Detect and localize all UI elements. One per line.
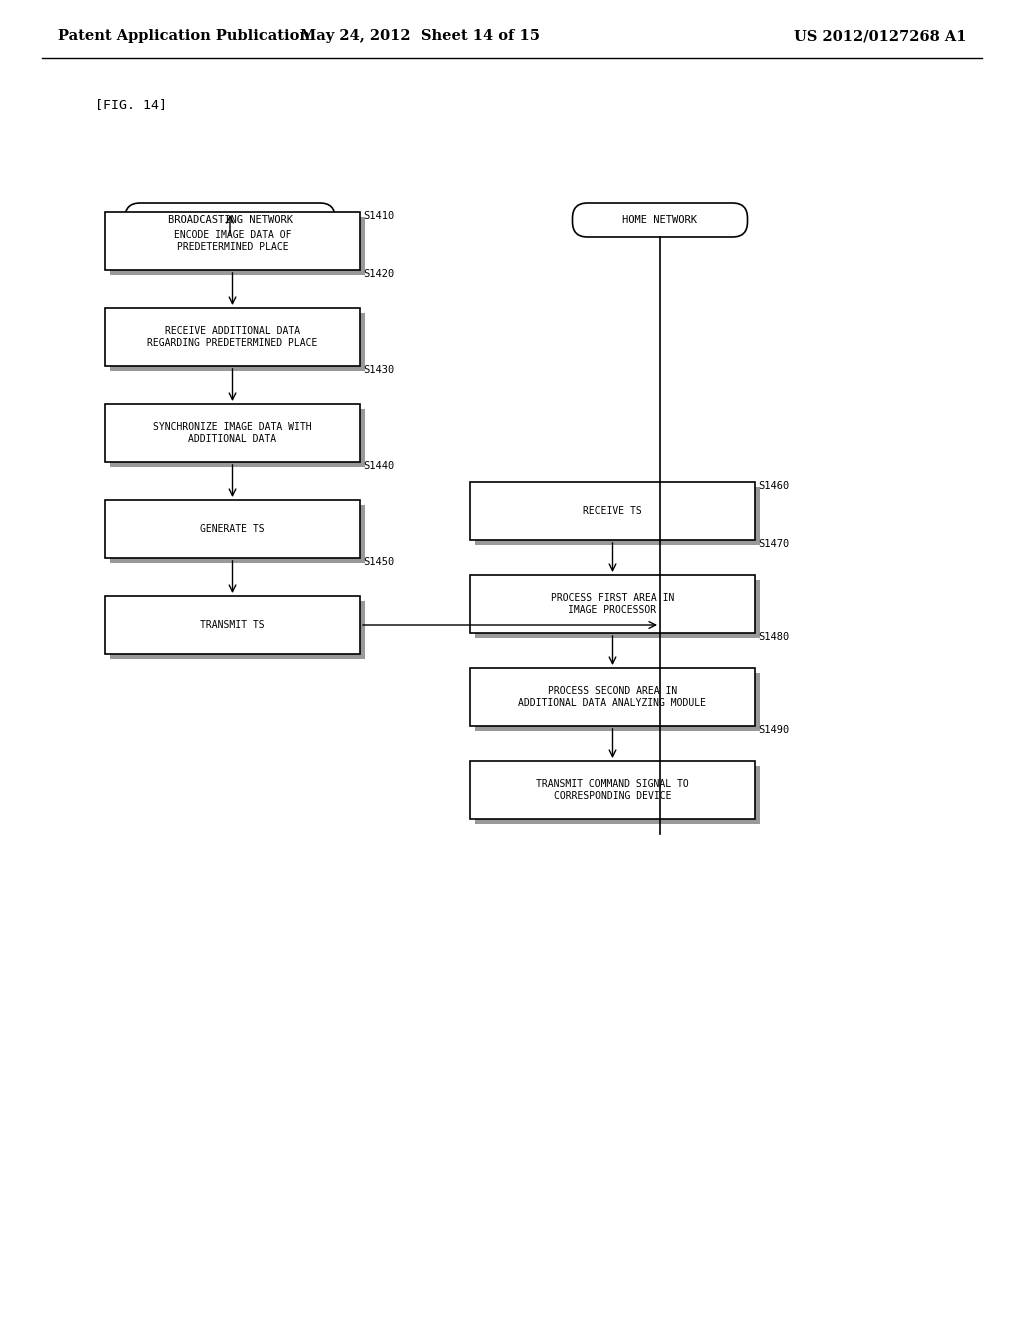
FancyBboxPatch shape <box>125 203 335 238</box>
Bar <box>110 601 365 659</box>
Bar <box>470 668 755 726</box>
Text: [FIG. 14]: [FIG. 14] <box>95 99 167 111</box>
Bar <box>470 482 755 540</box>
Text: SYNCHRONIZE IMAGE DATA WITH
ADDITIONAL DATA: SYNCHRONIZE IMAGE DATA WITH ADDITIONAL D… <box>154 422 312 444</box>
Bar <box>110 409 365 467</box>
Text: S1410: S1410 <box>362 211 394 220</box>
Bar <box>105 597 360 653</box>
Text: S1430: S1430 <box>362 366 394 375</box>
Text: S1470: S1470 <box>758 539 790 549</box>
Text: S1490: S1490 <box>758 725 790 735</box>
Text: HOME NETWORK: HOME NETWORK <box>623 215 697 224</box>
Bar <box>470 576 755 634</box>
Text: RECEIVE TS: RECEIVE TS <box>583 506 642 516</box>
Bar <box>105 500 360 558</box>
Text: S1440: S1440 <box>362 461 394 471</box>
Bar <box>105 213 360 271</box>
Bar <box>475 673 760 731</box>
Text: May 24, 2012  Sheet 14 of 15: May 24, 2012 Sheet 14 of 15 <box>300 29 540 44</box>
Text: S1450: S1450 <box>362 557 394 568</box>
Text: S1480: S1480 <box>758 632 790 642</box>
FancyBboxPatch shape <box>572 203 748 238</box>
Bar <box>110 313 365 371</box>
Bar <box>110 506 365 564</box>
Text: Patent Application Publication: Patent Application Publication <box>58 29 310 44</box>
Bar <box>105 404 360 462</box>
Bar <box>470 762 755 818</box>
Text: TRANSMIT COMMAND SIGNAL TO
CORRESPONDING DEVICE: TRANSMIT COMMAND SIGNAL TO CORRESPONDING… <box>537 779 689 801</box>
Text: TRANSMIT TS: TRANSMIT TS <box>200 620 265 630</box>
Bar <box>110 216 365 275</box>
Bar <box>475 487 760 545</box>
Text: US 2012/0127268 A1: US 2012/0127268 A1 <box>794 29 967 44</box>
Text: PROCESS FIRST AREA IN
IMAGE PROCESSOR: PROCESS FIRST AREA IN IMAGE PROCESSOR <box>551 593 674 615</box>
Text: S1460: S1460 <box>758 480 790 491</box>
Text: ENCODE IMAGE DATA OF
PREDETERMINED PLACE: ENCODE IMAGE DATA OF PREDETERMINED PLACE <box>174 230 291 252</box>
Text: BROADCASTING NETWORK: BROADCASTING NETWORK <box>168 215 293 224</box>
Bar <box>475 766 760 824</box>
Bar <box>475 579 760 638</box>
Text: RECEIVE ADDITIONAL DATA
REGARDING PREDETERMINED PLACE: RECEIVE ADDITIONAL DATA REGARDING PREDET… <box>147 326 317 347</box>
Bar <box>105 308 360 366</box>
Text: PROCESS SECOND AREA IN
ADDITIONAL DATA ANALYZING MODULE: PROCESS SECOND AREA IN ADDITIONAL DATA A… <box>518 686 707 708</box>
Text: S1420: S1420 <box>362 269 394 279</box>
Text: GENERATE TS: GENERATE TS <box>200 524 265 535</box>
